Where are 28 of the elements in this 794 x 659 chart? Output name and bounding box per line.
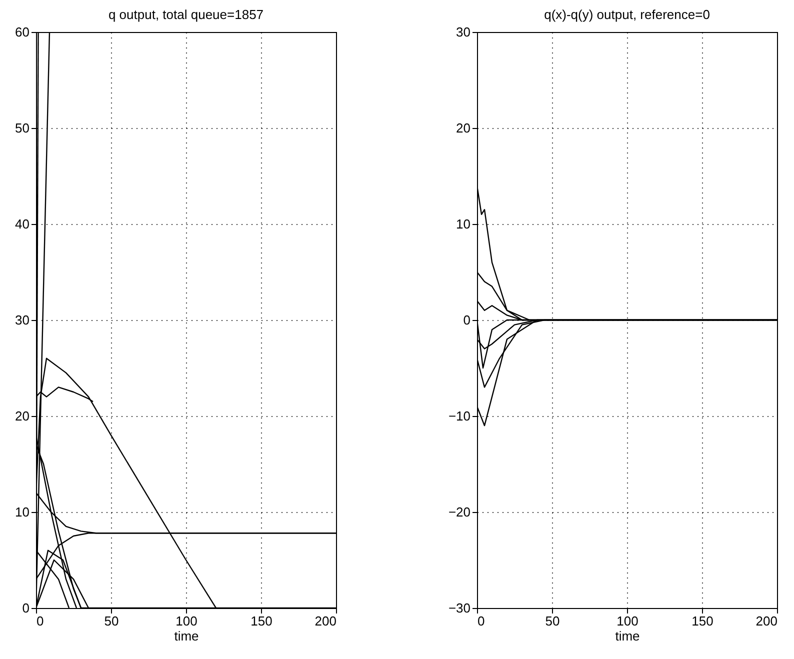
- y-tick-label: 30: [15, 312, 30, 328]
- chart-title: q(x)-q(y) output, reference=0: [544, 7, 710, 22]
- x-axis-title: time: [174, 628, 199, 644]
- y-tick-label: −20: [448, 504, 470, 520]
- x-tick-label: 200: [314, 614, 336, 628]
- x-tick-label: 50: [104, 614, 119, 628]
- x-tick-label: 150: [692, 614, 714, 628]
- y-tick-label: 20: [456, 120, 470, 136]
- x-tick-label: 200: [756, 614, 778, 628]
- chart-title: q output, total queue=1857: [108, 7, 264, 22]
- x-tick-label: 50: [545, 614, 560, 628]
- x-tick-label: 0: [36, 614, 44, 628]
- y-tick-label: 60: [15, 24, 30, 40]
- y-tick-label: 30: [456, 24, 470, 40]
- x-tick-label: 100: [616, 614, 638, 628]
- y-tick-label: 50: [15, 120, 30, 136]
- x-tick-label: 0: [478, 614, 485, 628]
- y-tick-label: 10: [456, 216, 470, 232]
- y-tick-label: 40: [15, 216, 30, 232]
- x-axis-title: time: [615, 628, 640, 644]
- x-tick-label: 100: [176, 614, 198, 628]
- y-tick-label: 20: [15, 408, 30, 424]
- y-tick-label: 0: [22, 600, 30, 616]
- y-tick-label: −10: [448, 408, 470, 424]
- x-tick-label: 150: [250, 614, 272, 628]
- y-tick-label: −30: [448, 600, 470, 616]
- y-tick-label: 0: [463, 312, 470, 328]
- y-tick-label: 10: [15, 504, 30, 520]
